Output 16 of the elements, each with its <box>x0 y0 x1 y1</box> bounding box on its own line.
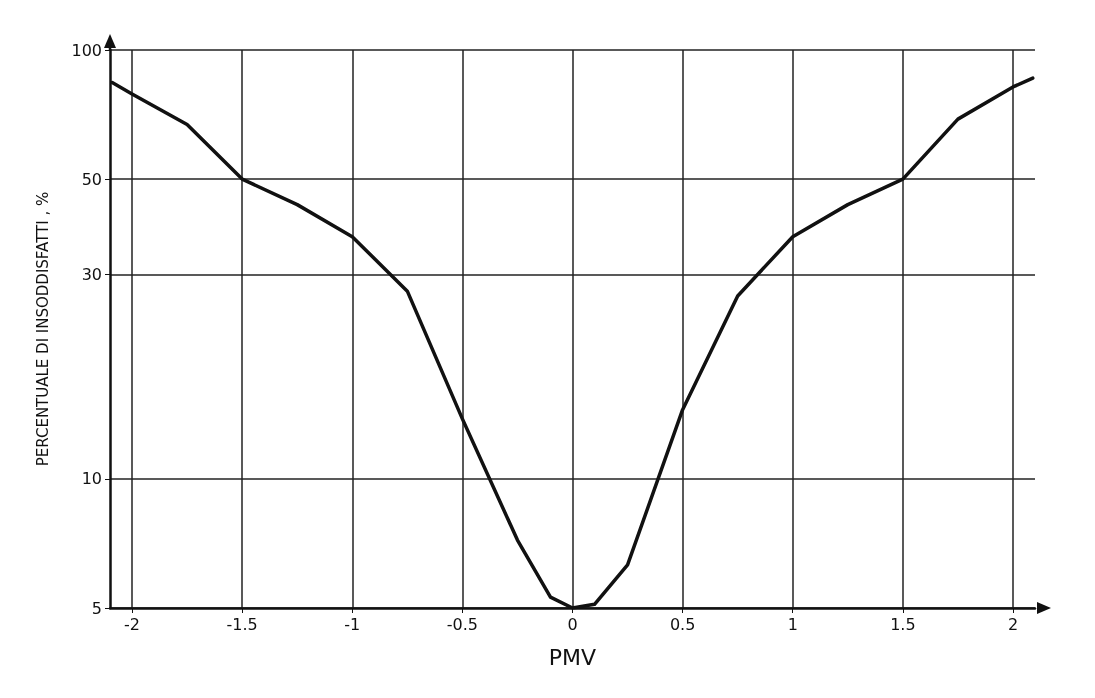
x-tick-label: 1.5 <box>890 614 916 634</box>
y-axis-title: PERCENTUALE DI INSODDISFATTI , % <box>33 191 52 467</box>
x-tick-label: 1 <box>787 614 798 634</box>
x-axis-title: PMV <box>548 644 597 670</box>
x-tick-label: -2 <box>124 614 140 634</box>
x-tick-label: 2 <box>1007 614 1019 634</box>
x-tick-label: 0.5 <box>669 614 696 634</box>
y-tick-label: 100 <box>71 40 102 60</box>
y-tick-label: 30 <box>81 264 102 284</box>
x-tick-label: -1.5 <box>226 614 258 634</box>
x-tick-label: 0 <box>567 614 578 634</box>
x-tick-label: -1 <box>344 614 361 634</box>
y-tick-label: 10 <box>81 469 102 489</box>
y-tick-label: 50 <box>81 169 102 189</box>
y-tick-label: 5 <box>91 598 102 618</box>
x-tick-label: -0.5 <box>446 614 478 634</box>
